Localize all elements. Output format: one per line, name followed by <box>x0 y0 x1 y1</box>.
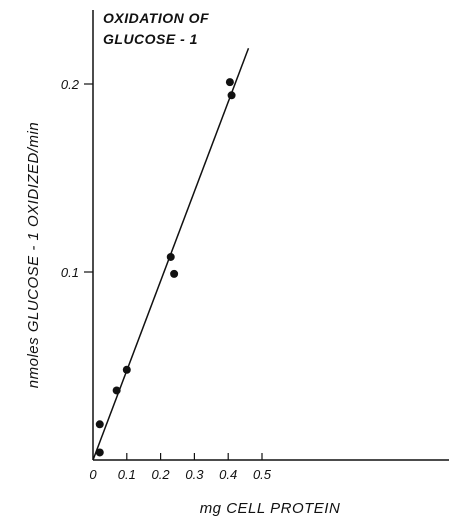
data-point <box>170 269 179 278</box>
x-axis-label: mg CELL PROTEIN <box>200 500 341 517</box>
y-ticks: 0.1 0.2 <box>61 77 93 280</box>
chart-title-line-1: OXIDATION OF <box>103 10 209 26</box>
x-tick-label: 0.5 <box>253 467 272 482</box>
x-tick-label: 0.1 <box>118 467 136 482</box>
x-tick-label: 0.4 <box>219 467 237 482</box>
x-ticks: 0 0.1 0.2 0.3 0.4 0.5 <box>89 453 272 482</box>
data-points <box>95 78 236 457</box>
data-point <box>225 78 234 87</box>
data-point <box>122 365 131 374</box>
data-point <box>95 448 104 457</box>
x-tick-label: 0.2 <box>152 467 171 482</box>
chart-title: OXIDATION OF GLUCOSE - 1 <box>103 10 209 47</box>
data-point <box>227 91 236 100</box>
chart-title-line-2: GLUCOSE - 1 <box>103 31 198 47</box>
y-tick-label: 0.2 <box>61 77 80 92</box>
data-point <box>112 386 121 395</box>
data-point <box>166 252 175 261</box>
y-axis-label: nmoles GLUCOSE - 1 OXIDIZED/min <box>25 122 42 388</box>
x-tick-label: 0 <box>89 467 97 482</box>
y-tick-label: 0.1 <box>61 265 79 280</box>
x-tick-label: 0.3 <box>185 467 204 482</box>
data-point <box>95 420 104 429</box>
